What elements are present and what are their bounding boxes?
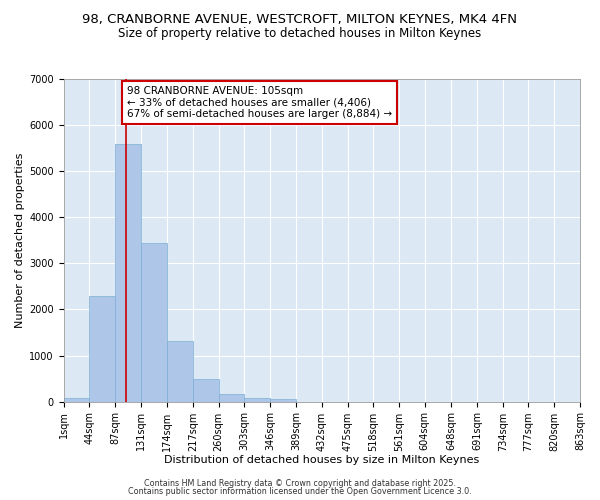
X-axis label: Distribution of detached houses by size in Milton Keynes: Distribution of detached houses by size … — [164, 455, 479, 465]
Bar — [193, 380, 218, 402]
Bar — [270, 400, 296, 402]
Y-axis label: Number of detached properties: Number of detached properties — [15, 152, 25, 328]
Text: 98, CRANBORNE AVENUE, WESTCROFT, MILTON KEYNES, MK4 4FN: 98, CRANBORNE AVENUE, WESTCROFT, MILTON … — [83, 12, 517, 26]
Bar — [218, 394, 244, 402]
Bar — [244, 398, 270, 402]
Text: Contains public sector information licensed under the Open Government Licence 3.: Contains public sector information licen… — [128, 487, 472, 496]
Text: Contains HM Land Registry data © Crown copyright and database right 2025.: Contains HM Land Registry data © Crown c… — [144, 478, 456, 488]
Bar — [115, 144, 142, 402]
Text: 98 CRANBORNE AVENUE: 105sqm
← 33% of detached houses are smaller (4,406)
67% of : 98 CRANBORNE AVENUE: 105sqm ← 33% of det… — [127, 86, 392, 119]
Text: Size of property relative to detached houses in Milton Keynes: Size of property relative to detached ho… — [118, 28, 482, 40]
Bar — [64, 398, 89, 402]
Bar — [89, 296, 115, 402]
Bar — [167, 341, 193, 402]
Bar — [142, 242, 167, 402]
